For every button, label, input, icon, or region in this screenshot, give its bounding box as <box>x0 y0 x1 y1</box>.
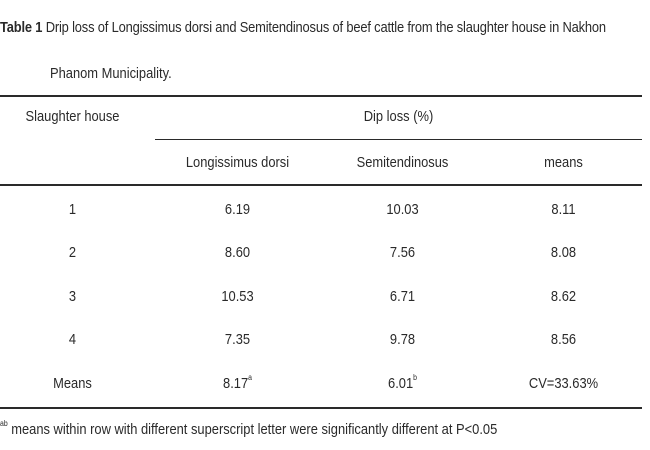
means-semitendinosus-sup: b <box>413 373 417 382</box>
means-longissimus-value: 8.17 <box>223 375 249 392</box>
cell-semitendinosus: 9.78 <box>389 331 416 348</box>
cell-means: 8.08 <box>550 244 577 261</box>
footnote-sup: ab <box>0 419 8 428</box>
cell-means: 8.56 <box>550 331 577 348</box>
cell-semitendinosus: 6.71 <box>389 288 416 305</box>
table-caption: Table 1 Drip loss of Longissimus dorsi a… <box>0 18 606 38</box>
cell-house: 3 <box>68 288 77 305</box>
cell-longissimus: 8.60 <box>224 244 251 261</box>
means-cv: CV=33.63% <box>528 375 599 392</box>
cell-semitendinosus: 7.56 <box>389 244 416 261</box>
cell-longissimus: 7.35 <box>224 331 251 348</box>
cell-means: 8.11 <box>551 201 576 218</box>
cell-longissimus: 10.53 <box>221 288 254 305</box>
caption-text-continued: Phanom Municipality. <box>50 65 172 82</box>
means-semitendinosus-value: 6.01 <box>388 375 414 392</box>
header-longissimus: Longissimus dorsi <box>185 154 290 171</box>
means-longissimus-sup: a <box>248 373 252 382</box>
header-drip-loss: Dip loss (%) <box>363 108 434 125</box>
cell-house: 1 <box>68 201 77 218</box>
cell-house: 4 <box>68 331 77 348</box>
cell-semitendinosus: 10.03 <box>386 201 419 218</box>
means-semitendinosus: 6.01b <box>332 374 474 394</box>
header-bottom-rule <box>0 184 642 186</box>
means-label: Means <box>53 375 92 392</box>
caption-text: Drip loss of Longissimus dorsi and Semit… <box>42 19 606 36</box>
cell-house: 2 <box>68 244 77 261</box>
header-span-rule <box>155 139 642 140</box>
caption-label: Table 1 <box>0 19 43 36</box>
cell-longissimus: 6.19 <box>224 201 251 218</box>
header-slaughter-house: Slaughter house <box>25 108 120 125</box>
cell-means: 8.62 <box>550 288 577 305</box>
header-semitendinosus: Semitendinosus <box>356 154 449 171</box>
table-footnote: ab means within row with different super… <box>0 420 497 440</box>
footnote-text: means within row with different superscr… <box>7 421 498 438</box>
means-longissimus: 8.17a <box>167 374 309 394</box>
table-bottom-rule <box>0 407 642 409</box>
header-means: means <box>544 154 583 171</box>
table-top-rule <box>0 95 642 97</box>
